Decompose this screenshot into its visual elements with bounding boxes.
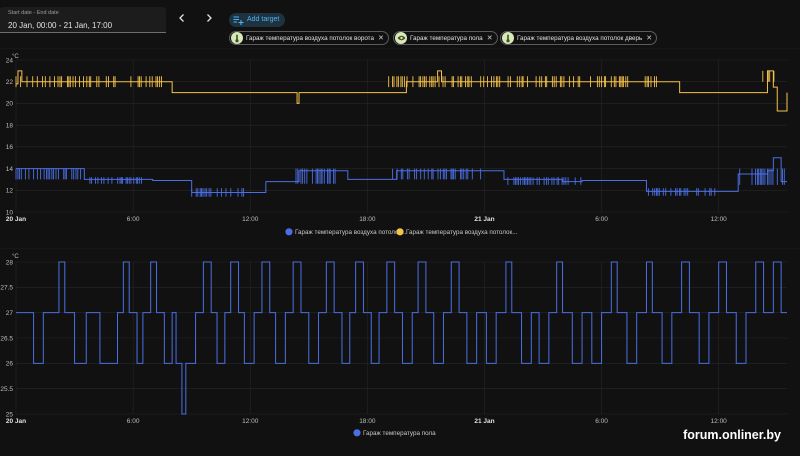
previous-period-button[interactable] bbox=[174, 12, 190, 28]
eye-icon bbox=[395, 32, 407, 44]
legend-label: Гараж температура пола bbox=[363, 430, 436, 437]
series-oscillation bbox=[762, 70, 775, 82]
series-oscillation bbox=[507, 76, 657, 88]
close-icon[interactable]: ✕ bbox=[486, 35, 493, 42]
series-oscillation bbox=[15, 76, 162, 88]
legend-marker bbox=[285, 228, 293, 236]
series-oscillation bbox=[89, 177, 142, 184]
date-range-value: 20 Jan, 00:00 - 21 Jan, 17:00 bbox=[8, 21, 113, 30]
x-tick-label: 21 Jan bbox=[474, 418, 494, 425]
y-tick-label: 12 bbox=[6, 188, 14, 195]
playlist-add-icon bbox=[233, 15, 244, 25]
add-target-button[interactable]: Add target bbox=[229, 13, 286, 27]
y-tick-label: 14 bbox=[6, 166, 14, 173]
y-tick-label: 25.5 bbox=[0, 386, 13, 393]
x-tick-label: 6:00 bbox=[127, 418, 140, 425]
series-oscillation bbox=[392, 168, 482, 180]
x-tick-label: 12:00 bbox=[711, 418, 728, 425]
series-oscillation bbox=[191, 188, 245, 197]
x-tick-label: 12:00 bbox=[242, 216, 259, 223]
chip-label: Гараж температура пола bbox=[410, 34, 483, 42]
y-tick-label: 24 bbox=[6, 57, 14, 64]
y-tick-label: 27 bbox=[6, 310, 14, 317]
chevron-right-icon bbox=[207, 14, 212, 22]
air-temperature-chart: °C 24 22 20 18 16 14 12 10 20 Jan 6:00 12:00 18:00… bbox=[0, 48, 800, 236]
y-tick-label: 22 bbox=[6, 79, 14, 86]
y-axis-unit: °C bbox=[12, 254, 19, 260]
series-oscillation bbox=[739, 168, 785, 185]
add-target-label: Add target bbox=[247, 16, 280, 23]
date-range-label: Start date - End date bbox=[8, 10, 59, 16]
x-tick-label: 12:00 bbox=[242, 418, 259, 425]
x-tick-label: 18:00 bbox=[359, 216, 376, 223]
x-tick-label: 18:00 bbox=[359, 418, 376, 425]
x-tick-label: 6:00 bbox=[595, 216, 608, 223]
target-chip-floor[interactable]: Гараж температура пола ✕ bbox=[393, 31, 498, 45]
x-tick-label: 12:00 bbox=[711, 216, 728, 223]
x-tick-label: 6:00 bbox=[595, 418, 608, 425]
y-tick-label: 25 bbox=[6, 411, 14, 418]
series-line bbox=[16, 70, 788, 112]
close-icon[interactable]: ✕ bbox=[646, 35, 653, 42]
y-tick-label: 26 bbox=[6, 361, 14, 368]
series-oscillation bbox=[295, 168, 336, 184]
series-line bbox=[16, 261, 787, 415]
y-tick-label: 26.5 bbox=[0, 335, 13, 342]
chip-label: Гараж температура воздуха потолок ворота bbox=[246, 34, 374, 42]
legend-marker bbox=[396, 228, 404, 236]
legend-label: Гараж температура воздуха потолок... bbox=[295, 229, 407, 236]
thermometer-icon bbox=[502, 32, 514, 44]
legend-label: Гараж температура воздуха потолок... bbox=[406, 229, 518, 236]
x-tick-label: 21 Jan bbox=[474, 216, 494, 223]
chip-label: Гараж температура воздуха потолок дверь bbox=[517, 34, 643, 42]
y-tick-label: 28 bbox=[6, 259, 14, 266]
next-period-button[interactable] bbox=[201, 12, 217, 28]
y-tick-label: 18 bbox=[6, 122, 14, 129]
target-chip-ceiling-door[interactable]: Гараж температура воздуха потолок дверь … bbox=[500, 31, 658, 45]
series-oscillation bbox=[15, 168, 82, 180]
date-range-picker[interactable]: Start date - End date 20 Jan, 00:00 - 21… bbox=[0, 7, 166, 33]
watermark: forum.onliner.by bbox=[683, 428, 781, 442]
y-axis-unit: °C bbox=[12, 54, 19, 60]
legend-marker bbox=[353, 429, 361, 437]
y-tick-label: 16 bbox=[6, 144, 14, 151]
y-tick-label: 27.5 bbox=[0, 285, 13, 292]
close-icon[interactable]: ✕ bbox=[378, 35, 384, 42]
series-oscillation bbox=[507, 177, 582, 185]
x-tick-label: 20 Jan bbox=[6, 418, 26, 425]
y-tick-label: 20 bbox=[6, 101, 14, 108]
chevron-left-icon bbox=[179, 14, 184, 22]
target-chip-ceiling-gate[interactable]: Гараж температура воздуха потолок ворота… bbox=[229, 31, 389, 45]
series-oscillation bbox=[388, 76, 501, 88]
x-tick-label: 6:00 bbox=[127, 216, 140, 223]
series-oscillation bbox=[647, 188, 716, 196]
y-tick-label: 10 bbox=[6, 209, 14, 216]
floor-temperature-chart: °C 28 27.5 27 26.5 26 25.5 25 20 Jan 6:00 12:00 1… bbox=[0, 248, 800, 437]
thermometer-icon bbox=[231, 32, 243, 44]
x-tick-label: 20 Jan bbox=[6, 216, 26, 223]
